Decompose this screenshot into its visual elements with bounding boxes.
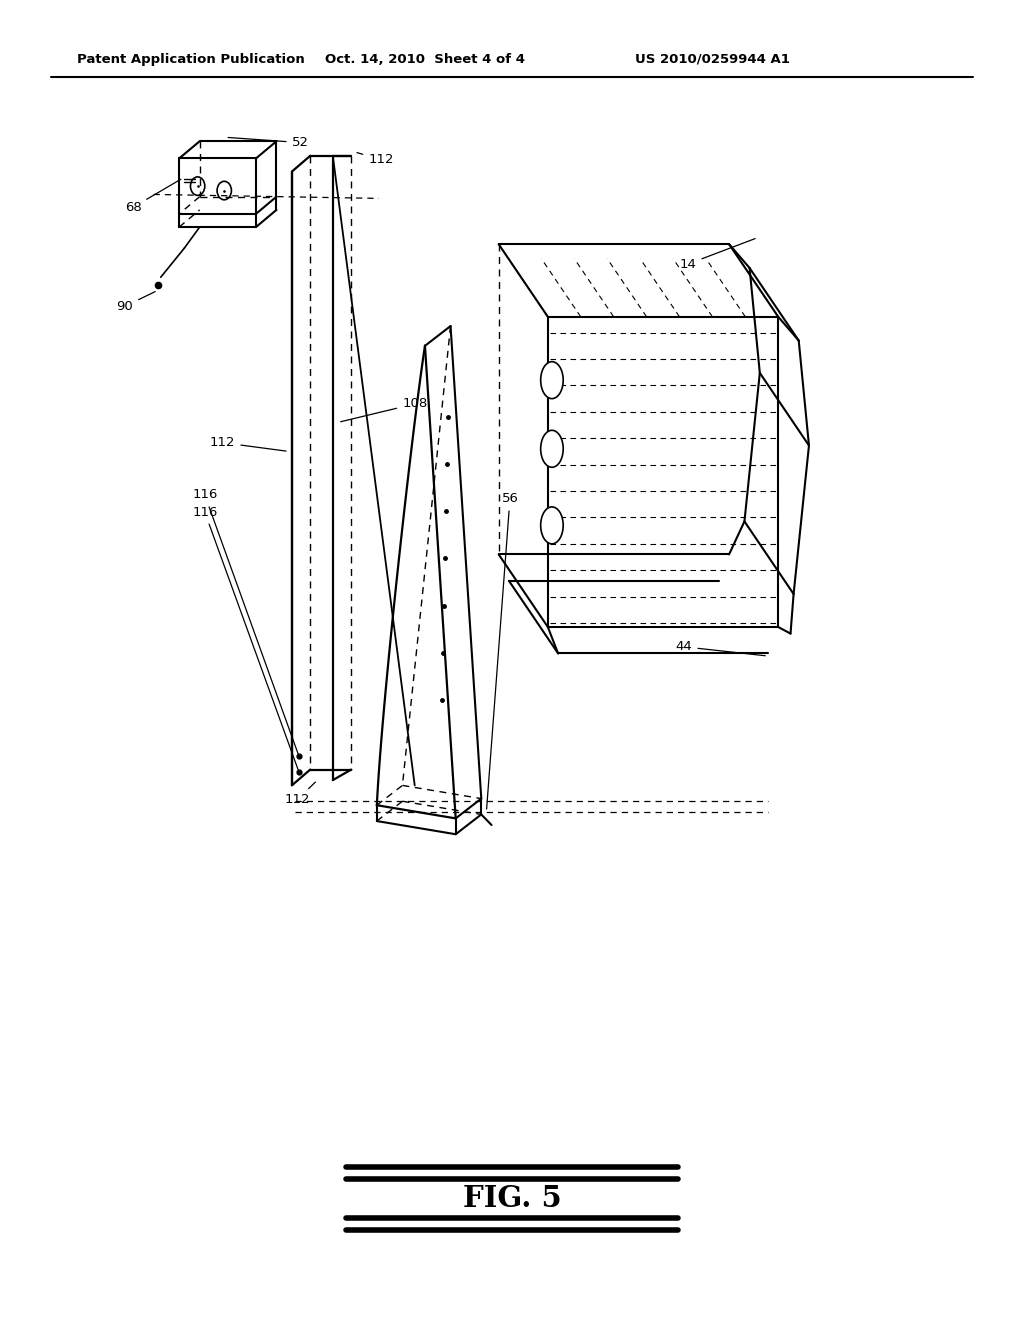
Text: 14: 14	[680, 239, 755, 271]
Text: 112: 112	[285, 781, 315, 807]
Text: 56: 56	[486, 492, 518, 809]
Text: 112: 112	[210, 436, 286, 451]
Text: 90: 90	[117, 292, 156, 313]
Text: Oct. 14, 2010  Sheet 4 of 4: Oct. 14, 2010 Sheet 4 of 4	[325, 53, 525, 66]
Text: US 2010/0259944 A1: US 2010/0259944 A1	[635, 53, 790, 66]
Text: 108: 108	[341, 397, 427, 422]
Ellipse shape	[541, 507, 563, 544]
Text: 44: 44	[676, 640, 765, 656]
Text: 52: 52	[228, 136, 308, 149]
Ellipse shape	[541, 362, 563, 399]
Text: 116: 116	[193, 488, 298, 754]
Text: FIG. 5: FIG. 5	[463, 1184, 561, 1213]
Text: 68: 68	[125, 180, 181, 214]
Text: 116: 116	[193, 506, 298, 770]
Ellipse shape	[541, 430, 563, 467]
Text: 112: 112	[357, 153, 393, 166]
Text: Patent Application Publication: Patent Application Publication	[77, 53, 304, 66]
